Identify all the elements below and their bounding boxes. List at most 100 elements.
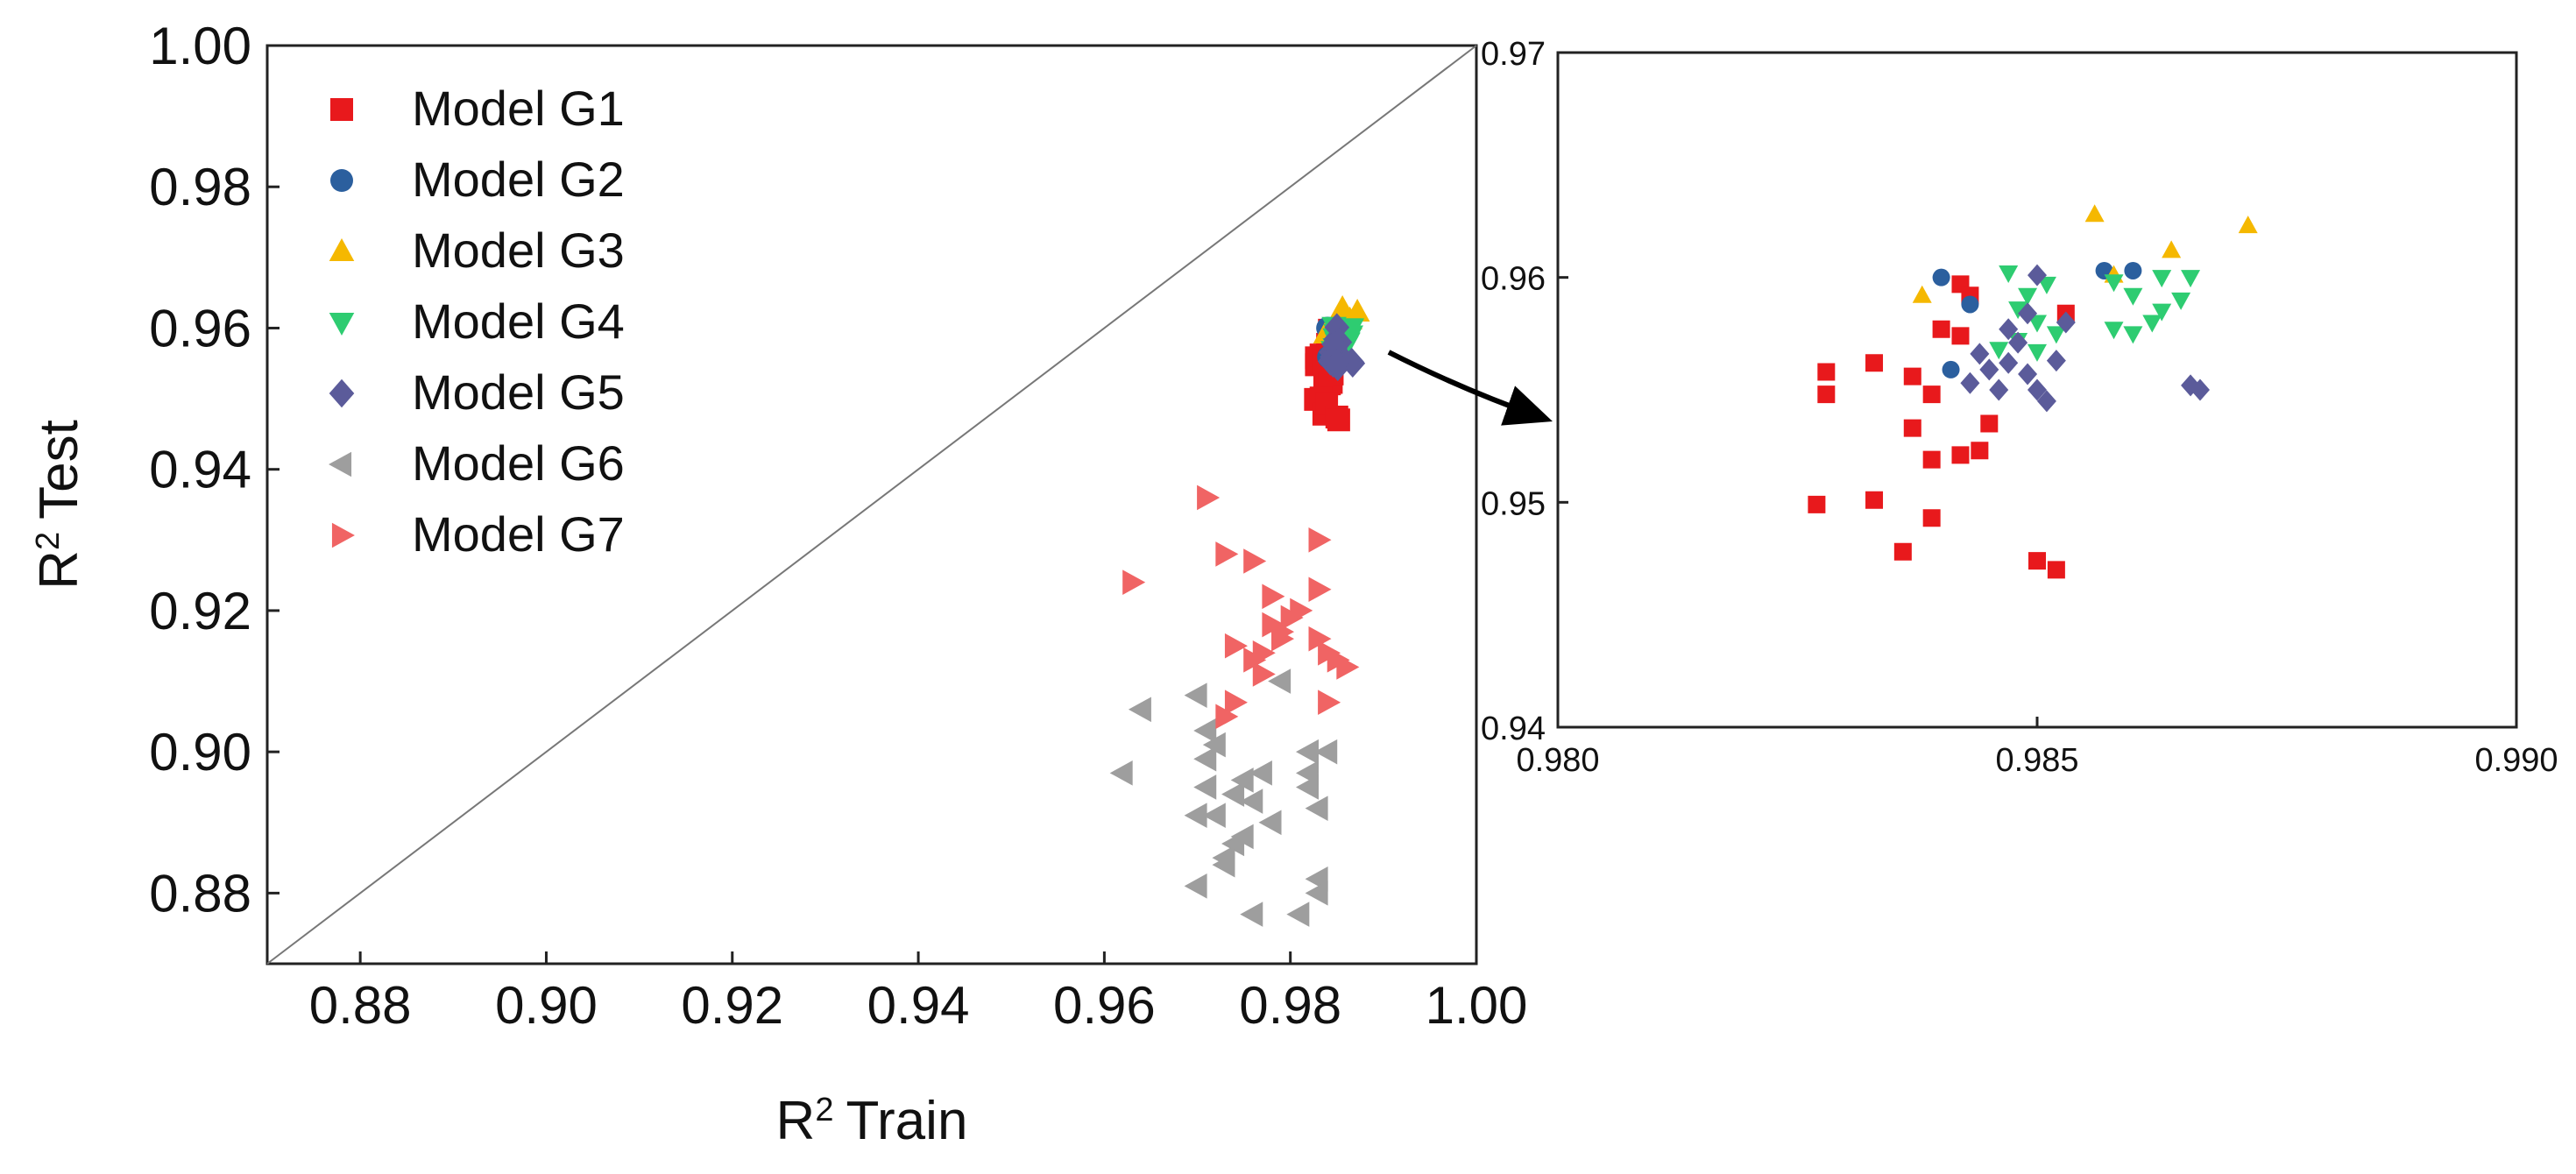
inset-data-point (2008, 301, 2028, 320)
data-point (1262, 583, 1285, 610)
x-axis-title: R2 Train (776, 1091, 968, 1151)
legend-label: Model G4 (412, 294, 625, 349)
data-point (1197, 484, 1221, 511)
data-point (1321, 329, 1347, 359)
y-tick-label: 0.88 (149, 864, 251, 923)
inset-data-point (2104, 274, 2124, 293)
inset-data-point (1912, 285, 1932, 303)
inset-data-point (2123, 287, 2143, 306)
inset-data-point (2238, 216, 2258, 234)
inset-data-point (1951, 446, 1970, 464)
legend-marker (330, 98, 353, 121)
data-point (1252, 661, 1276, 687)
data-point (1327, 408, 1350, 432)
y-tick-label: 0.92 (149, 582, 251, 640)
inset-x-tick-label: 0.985 (1995, 742, 2078, 779)
data-point (1230, 767, 1254, 793)
inset-data-point (2142, 315, 2162, 333)
inset-data-point (1932, 320, 1950, 338)
inset-data-points (1808, 204, 2258, 579)
inset-data-point (2124, 261, 2142, 279)
legend-label: Model G7 (412, 506, 625, 562)
inset-data-point (2028, 343, 2047, 362)
inset-data-point (1961, 295, 1979, 314)
data-point (1286, 902, 1310, 927)
data-point (1202, 803, 1226, 829)
inset-data-point (2028, 315, 2047, 333)
inset-data-point (2046, 350, 2066, 372)
x-tick-label: 0.98 (1239, 976, 1341, 1035)
data-point (1230, 824, 1254, 850)
legend-label: Model G2 (412, 152, 625, 207)
inset-data-point (2084, 204, 2105, 223)
main-plot-frame (265, 44, 1478, 965)
inset-data-point (2152, 303, 2172, 322)
inset-x-tick-label: 0.980 (1516, 742, 1599, 779)
data-point (1243, 548, 1267, 574)
x-tick-label: 1.00 (1426, 976, 1528, 1035)
data-point (1184, 803, 1207, 829)
data-point (1221, 781, 1245, 807)
inset-series-model-g2 (1932, 261, 2142, 378)
y-axis-label: Test (29, 420, 89, 520)
x-tick-label: 0.90 (495, 976, 598, 1035)
legend-label: Model G6 (412, 435, 625, 491)
x-tick-label: 0.88 (309, 976, 412, 1035)
inset-data-point (2018, 302, 2038, 325)
data-point (1240, 789, 1263, 814)
main-data-points (1109, 294, 1370, 927)
inset-data-point (2046, 326, 2066, 344)
series-model-g7 (1122, 484, 1360, 730)
data-point (1212, 852, 1235, 878)
data-point (1193, 718, 1217, 744)
inset-data-point (1999, 318, 2019, 341)
inset-y-tick-label: 0.94 (1481, 711, 1546, 747)
data-point (1215, 704, 1239, 730)
data-point (1308, 527, 1332, 553)
data-point (1308, 626, 1332, 652)
inset-data-point (1999, 351, 2019, 374)
data-point (1202, 732, 1226, 758)
inset-data-point (1922, 385, 1941, 404)
y-tick-label: 0.96 (149, 299, 251, 357)
inset-data-point (1999, 265, 2019, 284)
y-tick-label: 0.94 (149, 441, 251, 499)
inset-data-point (1960, 371, 1980, 394)
y-axis-title: R2 Test (29, 420, 89, 590)
inset-data-point (1970, 343, 1990, 365)
data-point (1336, 654, 1360, 680)
main-scatter-panel: 0.88 0.90 0.92 0.94 0.96 0.98 1.00 0.88 0.90 0.9… (29, 17, 1527, 1151)
inset-data-point (2036, 276, 2056, 294)
y-tick-label: 0.90 (149, 723, 251, 781)
data-point (1295, 760, 1319, 786)
inset-data-point (1951, 327, 1970, 345)
data-point (1224, 690, 1248, 716)
x-tick-label: 0.92 (681, 976, 783, 1035)
data-point (1295, 739, 1319, 765)
inset-data-point (1932, 268, 1950, 286)
inset-data-point (2152, 270, 2172, 288)
inset-y-ticks: 0.94 0.95 0.96 0.97 (1481, 36, 1568, 747)
x-axis-superscript: 2 (815, 1092, 833, 1128)
legend-label: Model G1 (412, 81, 625, 136)
legend-marker (331, 522, 355, 548)
legend-marker (329, 312, 355, 336)
x-axis-label: Train (846, 1091, 967, 1151)
y-tick-label: 0.98 (149, 158, 251, 216)
inset-data-point (2104, 322, 2124, 340)
data-point (1184, 682, 1207, 708)
data-point (1318, 690, 1341, 716)
legend-marker (329, 238, 355, 262)
inset-data-point (1903, 367, 1921, 385)
inset-series-model-g5 (1960, 264, 2210, 413)
legend-label: Model G5 (412, 364, 625, 420)
inset-data-point (1989, 378, 2009, 401)
inset-data-point (2171, 292, 2191, 310)
data-point (1193, 774, 1217, 800)
inset-data-point (2018, 363, 2038, 385)
inset-data-point (1903, 419, 1921, 437)
main-x-ticks: 0.88 0.90 0.92 0.94 0.96 0.98 1.00 (309, 951, 1528, 1035)
inset-data-point (1922, 450, 1941, 469)
inset-data-point (1808, 495, 1826, 513)
